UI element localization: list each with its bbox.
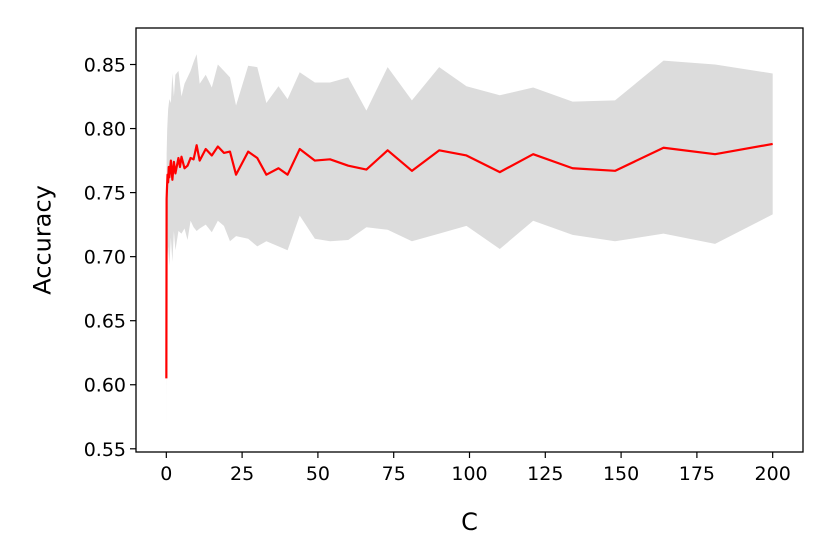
std-band xyxy=(166,54,773,434)
x-tick-label: 150 xyxy=(603,463,639,485)
y-tick-label: 0.70 xyxy=(84,247,126,269)
y-tick-label: 0.60 xyxy=(84,375,126,397)
x-tick-label: 125 xyxy=(527,463,563,485)
x-axis-label: C xyxy=(461,508,478,536)
plot-area xyxy=(165,54,773,434)
y-tick-label: 0.85 xyxy=(84,55,126,77)
x-tick-label: 175 xyxy=(679,463,715,485)
y-axis-ticks: 0.55 0.60 0.65 0.70 0.75 0.80 0.85 xyxy=(84,55,136,461)
y-tick-label: 0.80 xyxy=(84,119,126,141)
x-tick-label: 25 xyxy=(230,463,254,485)
x-tick-label: 75 xyxy=(382,463,406,485)
x-tick-label: 200 xyxy=(755,463,791,485)
y-tick-label: 0.65 xyxy=(84,311,126,333)
x-tick-label: 0 xyxy=(160,463,172,485)
accuracy-line xyxy=(165,142,773,379)
y-tick-label: 0.55 xyxy=(84,439,126,461)
x-axis-ticks: 0 25 50 75 100 125 150 175 200 xyxy=(160,452,791,485)
y-tick-label: 0.75 xyxy=(84,183,126,205)
y-axis-label: Accuracy xyxy=(28,185,56,295)
x-tick-label: 50 xyxy=(306,463,330,485)
plot-frame xyxy=(135,27,804,453)
x-tick-label: 100 xyxy=(451,463,487,485)
